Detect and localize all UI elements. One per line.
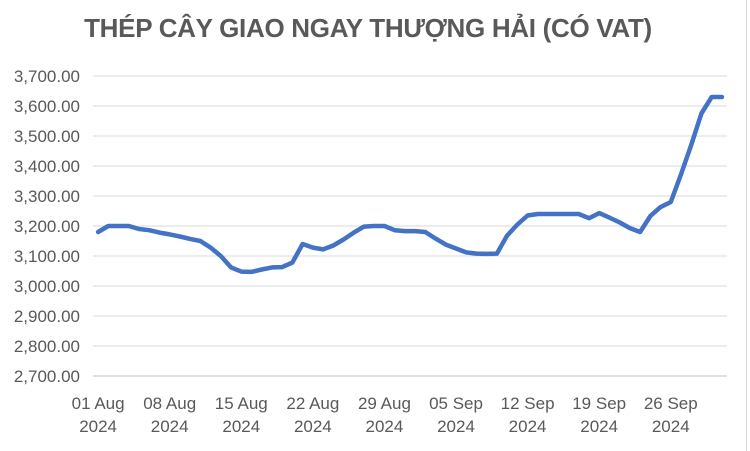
x-axis-tick-label-date: 29 Aug [358, 394, 411, 413]
price-line-series [95, 94, 725, 275]
x-axis-tick-label-date: 05 Sep [429, 394, 483, 413]
x-axis-tick-label-date: 26 Sep [644, 394, 698, 413]
x-axis-tick-label-date: 19 Sep [572, 394, 626, 413]
x-axis-tick-label-year: 2024 [437, 417, 475, 436]
y-axis-tick-label: 3,700.00 [14, 67, 80, 86]
y-axis-tick-label: 2,800.00 [14, 337, 80, 356]
x-axis-tick-label-year: 2024 [294, 417, 332, 436]
x-axis-tick-label-date: 12 Sep [501, 394, 555, 413]
x-axis-tick-label-date: 22 Aug [286, 394, 339, 413]
x-axis-tick-label-year: 2024 [222, 417, 260, 436]
x-axis-tick-label-date: 01 Aug [72, 394, 125, 413]
chart-border-right [746, 0, 747, 451]
x-axis-tick-label-year: 2024 [580, 417, 618, 436]
x-axis-tick-label-date: 08 Aug [143, 394, 196, 413]
y-axis-tick-label: 3,100.00 [14, 247, 80, 266]
x-axis-tick-label-year: 2024 [366, 417, 404, 436]
y-axis-tick-label: 3,600.00 [14, 97, 80, 116]
y-axis-tick-label: 3,500.00 [14, 127, 80, 146]
y-axis-tick-label: 3,000.00 [14, 277, 80, 296]
x-axis-tick-label-year: 2024 [652, 417, 690, 436]
y-axis-tick-label: 2,700.00 [14, 367, 80, 386]
y-axis-tick-label: 3,200.00 [14, 217, 80, 236]
x-axis-tick-label-year: 2024 [151, 417, 189, 436]
y-axis-tick-label: 3,400.00 [14, 157, 80, 176]
x-axis-tick-label-year: 2024 [509, 417, 547, 436]
chart-title: THÉP CÂY GIAO NGAY THƯỢNG HẢI (CÓ VAT) [84, 13, 652, 43]
x-axis-tick-label-date: 15 Aug [215, 394, 268, 413]
y-axis-tick-label: 2,900.00 [14, 307, 80, 326]
x-axis-tick-label-year: 2024 [79, 417, 117, 436]
y-axis-tick-label: 3,300.00 [14, 187, 80, 206]
